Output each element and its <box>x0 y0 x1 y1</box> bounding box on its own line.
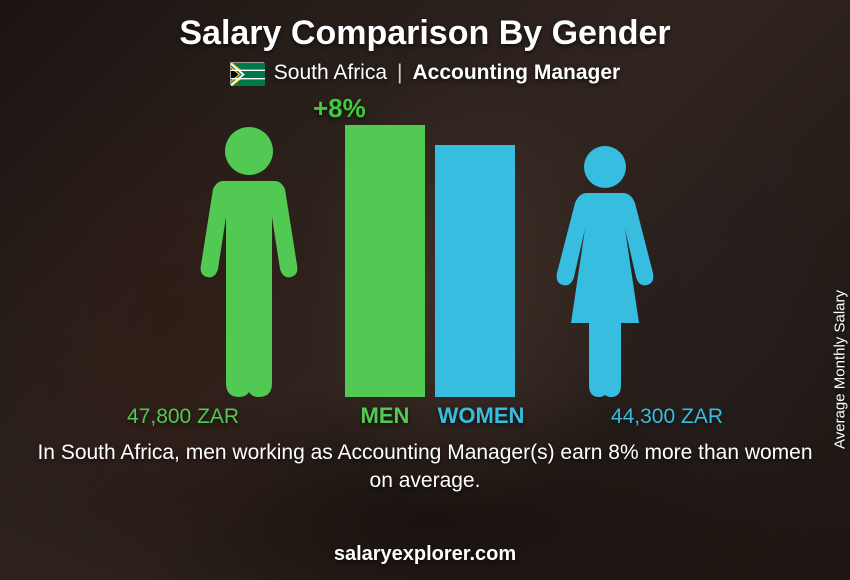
chart-area: +8% 47,800 ZAR MEN WOMEN 44,300 ZAR <box>65 93 785 433</box>
subtitle-row: South Africa | Accounting Manager <box>230 61 620 85</box>
description-text: In South Africa, men working as Accounti… <box>35 439 815 496</box>
female-figure-icon <box>553 145 657 397</box>
south-africa-flag-icon <box>230 62 264 85</box>
page-title: Salary Comparison By Gender <box>179 14 670 53</box>
job-title-label: Accounting Manager <box>413 61 621 85</box>
difference-label: +8% <box>313 93 366 124</box>
male-figure-icon <box>193 125 305 397</box>
divider: | <box>397 61 402 85</box>
men-salary-label: 47,800 ZAR <box>127 405 239 429</box>
content-container: Salary Comparison By Gender <box>0 0 850 580</box>
men-category-label: MEN <box>345 403 425 429</box>
men-bar <box>345 125 425 397</box>
women-bar <box>435 145 515 397</box>
women-salary-label: 44,300 ZAR <box>611 405 723 429</box>
country-label: South Africa <box>274 61 387 85</box>
y-axis-label: Average Monthly Salary <box>832 290 849 449</box>
footer-brand: salaryexplorer.com <box>0 543 850 566</box>
women-category-label: WOMEN <box>435 403 527 429</box>
